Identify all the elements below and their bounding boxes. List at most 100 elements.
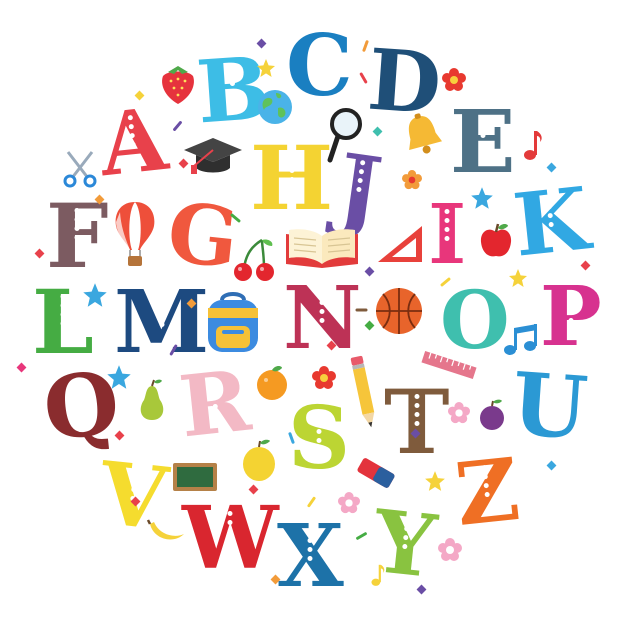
letter-k: K [508,168,594,277]
letter-dot [319,318,325,324]
letter-dot [472,312,478,318]
letter-dot [546,204,553,210]
letter-dot [403,55,409,61]
letter-dot [202,209,209,216]
flower-icon [338,492,360,514]
bell-icon [408,113,443,154]
flower-icon [438,538,462,561]
letter-dots [480,115,486,148]
letter-dot [568,299,574,305]
letter-dot [74,216,80,222]
confetti [34,248,45,259]
letter-dot [444,217,450,223]
letter-dot [227,511,233,517]
letter-p: P [540,269,602,365]
letter-dot [307,538,313,544]
letter-dots [60,293,66,326]
letter-dot [402,72,408,79]
letter-dot [230,81,236,87]
letter-dot [480,133,486,139]
letter-dots [568,290,574,323]
ruler-icon [421,350,477,380]
letter-dot [482,474,489,480]
letter-dot [289,149,295,155]
letter-dot [568,317,574,323]
letter-dot [546,406,553,412]
confetti [359,72,368,84]
orange-icon [257,366,287,400]
letter-dot [227,538,233,544]
star-icon [107,365,131,389]
letter-dot [401,81,407,88]
letter-dot [316,66,322,72]
eraser-icon [357,458,395,488]
letter-dots [74,207,80,240]
confetti [364,320,375,331]
letter-z: Z [450,438,524,547]
letter-i: I [428,194,466,276]
letter-dot [548,379,554,385]
letter-dot [358,169,365,175]
letter-dots [316,39,322,72]
letter-dot [402,535,409,541]
letter-dots [307,529,313,562]
letter-dot [316,438,322,444]
letter-dots [546,379,554,412]
letter-dot [401,544,408,550]
letter-dots [546,195,555,228]
confetti [172,120,183,132]
letter-dot [200,227,207,234]
pear-icon [140,379,164,420]
letter-dot [159,322,165,328]
letter-dot [480,124,486,130]
letter-dot [403,526,410,532]
set-square-icon [378,226,422,262]
letter-dot [77,397,84,403]
letter-dot [211,394,217,401]
letter-dot [289,167,295,173]
letter-dot [316,429,322,435]
letter-dots [472,294,478,327]
letter-m: M [114,272,210,373]
letter-dot [414,402,420,408]
letter-dot [319,309,325,315]
letter-dot [77,388,83,394]
letter-f: F [46,184,109,288]
letter-dot [74,225,80,231]
letter-dot [568,308,574,314]
confetti [16,362,27,373]
letter-dots [356,160,366,193]
letter-dot [127,115,134,121]
letter-dot [130,142,137,148]
letter-dot [128,124,135,130]
letter-h: H [250,126,334,230]
letter-dot [159,295,165,301]
letter-dot [76,379,82,385]
letter-dot [316,48,322,54]
letter-dots [316,411,322,444]
letter-dot [472,321,478,327]
letter-dots [482,465,491,498]
letter-t: T [384,370,450,474]
globe-icon [258,90,292,124]
magnifier-icon [327,108,362,163]
letter-dot [483,483,490,489]
flower-icon [448,402,470,424]
cherries-icon [234,238,274,281]
banana-icon [146,519,184,540]
letter-dot [159,313,165,319]
confetti [546,460,557,471]
letter-dot [307,529,313,535]
star-icon [425,471,445,491]
letter-dot [129,133,136,139]
letter-dots [76,379,85,412]
letter-dot [472,303,478,309]
letter-dots [228,63,237,96]
letter-dot [414,411,420,417]
chalkboard-icon [173,463,217,491]
letter-dots [159,295,165,328]
letter-dot [74,207,80,213]
letter-dot [546,195,552,201]
letter-dots [199,209,209,242]
